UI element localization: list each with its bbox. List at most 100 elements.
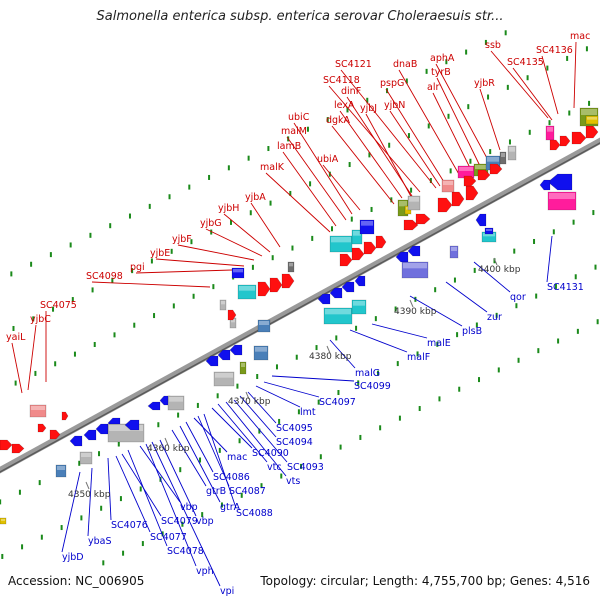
gene-feature[interactable] xyxy=(205,355,219,367)
gene-feature[interactable] xyxy=(341,281,355,293)
gene-feature[interactable] xyxy=(403,219,419,231)
gene-feature[interactable] xyxy=(0,517,7,525)
gene-feature[interactable] xyxy=(69,435,83,447)
gene-label-sc4095[interactable]: SC4095 xyxy=(276,423,313,434)
gene-label-ubic[interactable]: ubiC xyxy=(288,112,310,123)
gene-feature[interactable] xyxy=(407,245,421,257)
gene-label-vbp[interactable]: vbp xyxy=(180,502,198,513)
gene-label-sc4078[interactable]: SC4078 xyxy=(167,546,204,557)
gene-feature[interactable] xyxy=(61,411,69,421)
gene-feature[interactable] xyxy=(451,191,465,207)
gene-feature[interactable] xyxy=(167,395,185,411)
gene-feature[interactable] xyxy=(465,185,479,201)
gene-label-vph[interactable]: vph xyxy=(196,566,214,577)
gene-label-mac[interactable]: mac xyxy=(227,452,247,463)
gene-label-malm[interactable]: malM xyxy=(281,126,307,137)
gene-label-sc4135[interactable]: SC4135 xyxy=(507,57,544,68)
gene-feature[interactable] xyxy=(545,125,555,141)
gene-feature[interactable] xyxy=(415,213,431,225)
gene-feature[interactable] xyxy=(359,219,375,235)
gene-feature[interactable] xyxy=(79,451,93,465)
gene-label-zur[interactable]: zur xyxy=(487,312,502,323)
gene-label-sc4086[interactable]: SC4086 xyxy=(213,472,250,483)
gene-label-lmt[interactable]: lmt xyxy=(300,407,316,418)
gene-label-sc4097[interactable]: SC4097 xyxy=(319,397,356,408)
gene-label-yjbj[interactable]: yjbJ xyxy=(360,103,377,114)
gene-label-vtc[interactable]: vtc xyxy=(267,462,282,473)
gene-label-sc4118[interactable]: SC4118 xyxy=(323,75,360,86)
gene-label-gtrb[interactable]: gtrB xyxy=(206,486,226,497)
gene-feature[interactable] xyxy=(124,419,140,431)
gene-feature[interactable] xyxy=(477,169,491,181)
gene-label-alr[interactable]: alr xyxy=(427,82,439,93)
gene-feature[interactable] xyxy=(49,429,61,440)
gene-feature[interactable] xyxy=(217,349,231,361)
gene-label-ubia[interactable]: ubiA xyxy=(317,154,339,165)
gene-feature[interactable] xyxy=(55,464,67,478)
gene-feature[interactable] xyxy=(507,145,517,161)
gene-feature[interactable] xyxy=(147,401,161,411)
gene-feature[interactable] xyxy=(395,251,409,263)
gene-feature[interactable] xyxy=(239,361,247,375)
gene-label-dnab[interactable]: dnaB xyxy=(393,59,417,70)
gene-label-sc4136[interactable]: SC4136 xyxy=(536,45,573,56)
gene-label-mac[interactable]: mac xyxy=(570,31,590,42)
gene-label-vts[interactable]: vts xyxy=(286,476,300,487)
gene-feature[interactable] xyxy=(83,429,97,441)
gene-feature[interactable] xyxy=(29,404,47,418)
gene-feature[interactable] xyxy=(317,293,331,305)
gene-label-lexa[interactable]: lexA xyxy=(334,100,355,111)
gene-feature[interactable] xyxy=(363,241,377,255)
gene-feature[interactable] xyxy=(351,229,363,245)
gene-label-yjbh[interactable]: yjbH xyxy=(218,203,239,214)
gene-feature[interactable] xyxy=(329,235,353,253)
gene-feature[interactable] xyxy=(0,439,13,451)
gene-feature[interactable] xyxy=(213,371,235,387)
gene-label-sc4131[interactable]: SC4131 xyxy=(547,282,584,293)
gene-label-yjbd[interactable]: yjbD xyxy=(62,552,84,563)
gene-feature[interactable] xyxy=(237,284,257,300)
gene-feature[interactable] xyxy=(499,151,507,165)
gene-label-yjbc[interactable]: yjbC xyxy=(30,314,51,325)
gene-feature[interactable] xyxy=(441,179,455,193)
gene-label-vpi[interactable]: vpi xyxy=(220,586,234,597)
gene-label-yail[interactable]: yaiL xyxy=(6,332,26,343)
gene-label-yjbn[interactable]: yjbN xyxy=(384,100,405,111)
gene-feature[interactable] xyxy=(585,115,599,125)
gene-label-sc4076[interactable]: SC4076 xyxy=(111,520,148,531)
gene-label-sc4090[interactable]: SC4090 xyxy=(252,448,289,459)
gene-feature[interactable] xyxy=(329,287,343,299)
gene-feature[interactable] xyxy=(547,191,577,211)
gene-label-sc4098[interactable]: SC4098 xyxy=(86,271,123,282)
gene-feature[interactable] xyxy=(351,247,365,261)
gene-feature[interactable] xyxy=(375,235,387,249)
gene-feature[interactable] xyxy=(449,245,459,259)
gene-feature[interactable] xyxy=(475,213,487,227)
gene-feature[interactable] xyxy=(219,299,227,311)
gene-feature[interactable] xyxy=(257,281,271,297)
gene-label-malg[interactable]: malG xyxy=(355,368,380,379)
gene-feature[interactable] xyxy=(539,179,551,191)
gene-label-sc4087[interactable]: SC4087 xyxy=(229,486,266,497)
gene-label-yjbf[interactable]: yjbF xyxy=(172,234,192,245)
gene-feature[interactable] xyxy=(281,273,295,289)
gene-feature[interactable] xyxy=(585,125,599,139)
gene-label-sc4099[interactable]: SC4099 xyxy=(354,381,391,392)
gene-label-sc4077[interactable]: SC4077 xyxy=(150,532,187,543)
gene-feature[interactable] xyxy=(229,344,243,356)
gene-feature[interactable] xyxy=(401,261,429,279)
gene-label-sc4075[interactable]: SC4075 xyxy=(40,300,77,311)
gene-label-malf[interactable]: malF xyxy=(407,352,430,363)
gene-label-pspg[interactable]: pspG xyxy=(380,78,404,89)
gene-feature[interactable] xyxy=(354,275,366,287)
gene-label-malk[interactable]: malK xyxy=(260,162,285,173)
gene-label-dinf[interactable]: dinF xyxy=(341,86,361,97)
gene-label-sc4088[interactable]: SC4088 xyxy=(236,508,273,519)
gene-feature[interactable] xyxy=(37,423,47,433)
gene-feature[interactable] xyxy=(559,135,571,147)
gene-feature[interactable] xyxy=(231,267,245,279)
gene-feature[interactable] xyxy=(95,423,109,435)
gene-feature[interactable] xyxy=(257,319,271,333)
gene-feature[interactable] xyxy=(253,345,269,361)
gene-label-tyrb[interactable]: tyrB xyxy=(431,67,451,78)
